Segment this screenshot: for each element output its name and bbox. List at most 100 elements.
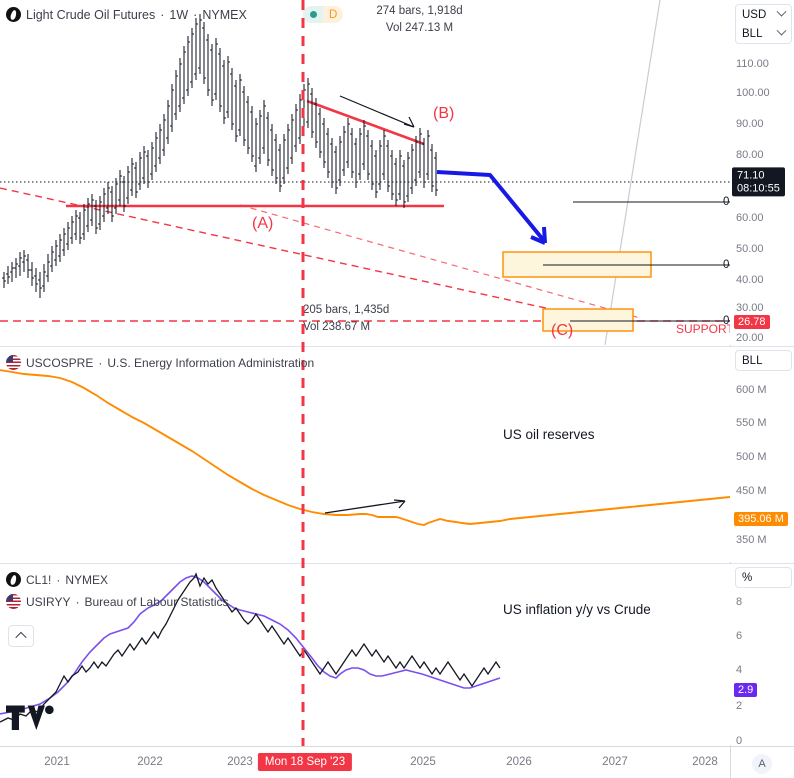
reserves-chart-pane[interactable]: USCOSPRE · U.S. Energy Information Admin…: [0, 347, 730, 562]
measure-volume-top: Vol 247.13 M: [385, 21, 454, 34]
price-axis[interactable]: USD BLL 110.00 100.00 90.00 80.00 71.10 …: [730, 0, 794, 345]
reserves-axis[interactable]: BLL 600 M 550 M 500 M 450 M 395.06 M 350…: [730, 347, 794, 562]
crude-overlay-line: [0, 572, 501, 723]
reserves-source: U.S. Energy Information Administration: [107, 355, 315, 370]
time-label: 2028: [692, 756, 718, 768]
measure-info-bottom: 205 bars, 1,435d Vol 238.67 M: [303, 302, 389, 335]
fib-label-upper: 0.: [723, 196, 730, 208]
measure-info-top: 274 bars, 1,918d Vol 247.13 M: [352, 3, 487, 36]
wave-label-a: (A): [252, 215, 274, 232]
inflation-sep-1: ·: [56, 572, 61, 587]
replay-day-badge[interactable]: D: [303, 6, 344, 23]
inflation-source-2: Bureau of Labour Statistics: [84, 594, 229, 609]
inflation-symbol-1[interactable]: CL1!: [26, 572, 52, 587]
time-label-active[interactable]: Mon 18 Sep '23: [257, 753, 353, 771]
fib-label-middle: 0.: [723, 259, 730, 271]
price-chart-pane[interactable]: Light Crude Oil Futures · 1W · NYMEX D 2…: [0, 0, 730, 345]
reserves-tick: 500 M: [736, 451, 767, 463]
inflation-axis[interactable]: % 8 6 4 2.9 2 0: [730, 564, 794, 747]
price-tick: 20.00: [736, 332, 764, 344]
wave-b-arrowhead: [403, 116, 415, 128]
unit-selector[interactable]: BLL: [736, 24, 791, 43]
time-label: 2022: [137, 756, 163, 768]
inflation-line: [0, 575, 501, 715]
reserves-unit-selector[interactable]: BLL: [735, 350, 792, 371]
reserves-unit-row[interactable]: BLL: [736, 351, 791, 370]
pane-collapse-button[interactable]: [8, 625, 34, 647]
inflation-pane-header-1[interactable]: CL1! · NYMEX: [6, 572, 108, 587]
measure-volume-bottom: Vol 238.67 M: [303, 320, 371, 333]
alert-add-icon[interactable]: A: [752, 754, 772, 774]
wave-label-b: (B): [433, 105, 455, 122]
inflation-unit-row[interactable]: %: [736, 568, 791, 587]
wave-b-downtrend-line: [306, 99, 425, 146]
inflation-exchange-1: NYMEX: [65, 572, 109, 587]
inflation-chart-pane[interactable]: CL1! · NYMEX USIRYY · Bureau of Labour S…: [0, 564, 730, 745]
price-tick: 80.00: [736, 149, 764, 161]
reserves-trend-arrow-line: [324, 500, 406, 514]
price-tick: 100.00: [736, 87, 770, 99]
reserves-tick: 600 M: [736, 384, 767, 396]
header-sep-1: ·: [160, 7, 165, 22]
time-label: 2021: [44, 756, 70, 768]
reserves-symbol[interactable]: USCOSPRE: [26, 355, 94, 370]
inflation-symbol-2[interactable]: USIRYY: [26, 594, 71, 609]
exchange-label: NYMEX: [202, 7, 247, 22]
replay-badge-letter: D: [323, 6, 344, 23]
reserves-trend-arrowhead: [393, 499, 406, 509]
tradingview-watermark: [6, 705, 54, 730]
currency-selector[interactable]: USD: [736, 5, 791, 24]
inflation-tick: 8: [736, 596, 743, 608]
interval-label[interactable]: 1W: [169, 7, 189, 22]
last-price-time: 08:10:55: [737, 182, 780, 194]
price-tick: 40.00: [736, 274, 764, 286]
inflation-unit-selector[interactable]: %: [735, 567, 792, 588]
pane-divider-1: [0, 346, 794, 347]
inflation-tick: 6: [736, 630, 743, 642]
reserves-sep: ·: [98, 355, 103, 370]
measure-bars-bottom: 205 bars, 1,435d: [303, 304, 390, 316]
support-label: SUPPORT: [676, 322, 730, 336]
last-price-badge: 71.10 08:10:55: [732, 167, 785, 197]
header-sep-2: ·: [193, 7, 198, 22]
price-chart-svg: [0, 0, 730, 345]
target-box-lower: [542, 308, 634, 332]
support-price-badge: 26.78: [734, 315, 770, 329]
inflation-tick: 0: [736, 735, 743, 747]
wave-label-c: (C): [551, 322, 574, 339]
time-axis-separator: [730, 747, 731, 778]
status-dot-icon: [303, 6, 323, 23]
reserves-last-badge: 395.06 M: [734, 512, 788, 526]
currency-selectors[interactable]: USD BLL: [735, 4, 792, 44]
time-label: 2027: [602, 756, 628, 768]
secondary-dashed-fan: [239, 204, 641, 319]
price-tick: 90.00: [736, 118, 764, 130]
time-label: 2023: [227, 756, 253, 768]
currency-value: USD: [742, 8, 767, 21]
reserves-pane-header[interactable]: USCOSPRE · U.S. Energy Information Admin…: [6, 355, 314, 370]
reserves-tick: 450 M: [736, 485, 767, 497]
inflation-sep-2: ·: [75, 594, 80, 609]
pane-divider-2: [0, 563, 794, 564]
symbol-title[interactable]: Light Crude Oil Futures: [26, 7, 156, 22]
wave-b-arrow-line: [339, 95, 415, 128]
oil-drop-icon: [6, 572, 21, 587]
fib-projection-line: [604, 0, 661, 345]
price-tick: 110.00: [736, 58, 769, 70]
reserves-tick: 550 M: [736, 417, 767, 429]
inflation-pane-header-2[interactable]: USIRYY · Bureau of Labour Statistics: [6, 594, 229, 609]
reserves-unit-value: BLL: [742, 354, 763, 367]
us-flag-icon: [6, 355, 21, 370]
inflation-tick: 2: [736, 700, 743, 712]
ohlc-bars: [2, 14, 438, 298]
price-tick: 30.00: [736, 302, 764, 314]
last-price-value: 71.10: [737, 169, 765, 182]
price-tick: 60.00: [736, 212, 764, 224]
inflation-unit-value: %: [742, 571, 753, 584]
reserves-annotation: US oil reserves: [503, 427, 595, 442]
price-pane-header[interactable]: Light Crude Oil Futures · 1W · NYMEX: [6, 7, 247, 22]
oil-drop-icon: [6, 7, 21, 22]
inflation-last-badge: 2.9: [734, 683, 758, 697]
time-axis[interactable]: 2021 2022 2023 Mon 18 Sep '23 2025 2026 …: [0, 746, 794, 778]
